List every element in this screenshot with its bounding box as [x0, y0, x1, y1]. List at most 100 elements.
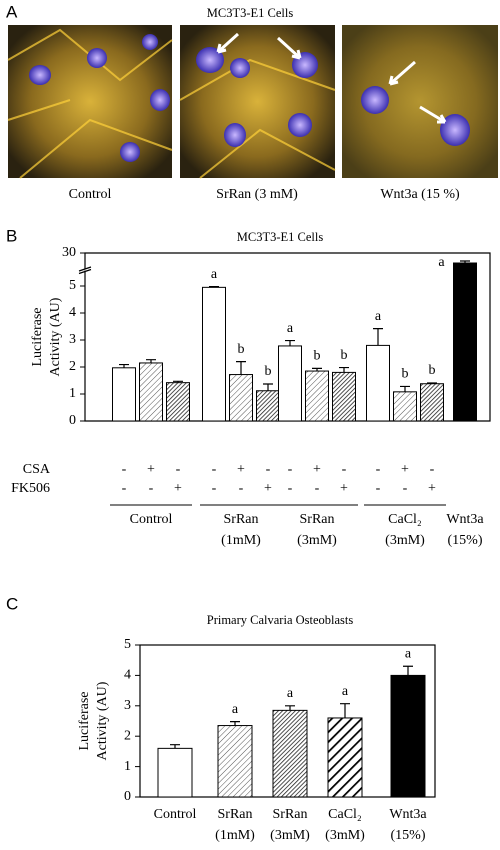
significance-label: b: [429, 363, 436, 378]
error-bar: [173, 380, 183, 383]
x-tick-label: (3mM): [325, 828, 365, 843]
micrograph: [342, 25, 498, 178]
x-tick-label: CaCl₂: [328, 807, 362, 822]
significance-label: a: [342, 684, 349, 699]
treatment-sign: +: [340, 481, 348, 496]
x-tick-label: (3mM): [297, 533, 337, 548]
significance-label: b: [265, 364, 272, 379]
x-tick-label: (15%): [391, 828, 426, 843]
significance-label: a: [211, 267, 218, 282]
x-tick-label: (3mM): [385, 533, 425, 548]
treatment-sign: +: [264, 481, 272, 496]
axis-frame: [84, 252, 491, 422]
significance-label: b: [341, 348, 348, 363]
error-bar: [285, 339, 295, 346]
significance-label: b: [238, 342, 245, 357]
bar: [166, 382, 190, 422]
micrograph: [179, 25, 336, 179]
y-tick-label: 3: [124, 698, 131, 713]
bar: [393, 391, 417, 422]
treatment-sign: -: [430, 462, 435, 477]
treatment-sign: -: [122, 462, 127, 477]
y-axis-label: Activity (AU): [48, 297, 63, 376]
significance-label: a: [405, 646, 412, 661]
x-tick-label: (15%): [448, 533, 483, 548]
bar: [305, 370, 329, 422]
treatment-sign: -: [212, 462, 217, 477]
significance-label: b: [314, 349, 321, 364]
error-bar: [285, 705, 295, 711]
significance-label: b: [402, 367, 409, 382]
treatment-sign: +: [174, 481, 182, 496]
x-tick-label: Control: [154, 807, 197, 822]
treatment-sign: -: [122, 481, 127, 496]
treatment-sign: -: [288, 481, 293, 496]
error-bar: [119, 363, 129, 368]
y-axis-label: Luciferase: [77, 691, 92, 750]
error-bar: [312, 367, 322, 372]
micrograph: [7, 25, 173, 179]
treatment-sign: -: [288, 462, 293, 477]
treatment-sign: +: [313, 462, 321, 477]
y-tick-label: 0: [69, 413, 76, 428]
x-tick-label: SrRan: [273, 807, 308, 822]
treatment-sign: -: [149, 481, 154, 496]
bar: [390, 674, 426, 798]
error-bar: [373, 328, 383, 346]
error-bar: [400, 385, 410, 392]
x-tick-label: (1mM): [215, 828, 255, 843]
treatment-sign: -: [403, 481, 408, 496]
error-bar: [230, 721, 240, 726]
bar: [278, 345, 302, 422]
significance-label: a: [438, 255, 445, 270]
image-caption: SrRan (3 mM): [216, 187, 298, 202]
y-tick-label: 1: [69, 386, 76, 401]
significance-label: a: [287, 686, 294, 701]
image-caption: Control: [69, 187, 112, 202]
error-bar: [209, 285, 219, 288]
treatment-sign: -: [342, 462, 347, 477]
x-tick-label: SrRan: [218, 807, 253, 822]
error-bar: [146, 359, 156, 363]
treatment-sign: +: [147, 462, 155, 477]
treatment-sign: -: [239, 481, 244, 496]
bar: [453, 262, 477, 422]
y-axis-label: Activity (AU): [95, 681, 110, 760]
bar: [332, 371, 356, 422]
panel-title: MC3T3-E1 Cells: [207, 6, 294, 20]
chart-title: Primary Calvaria Osteoblasts: [207, 613, 354, 627]
significance-label: a: [232, 702, 239, 717]
panel-a: A MC3T3-E1 Cells: [6, 2, 498, 179]
x-tick-label: Control: [130, 512, 173, 527]
bar: [112, 367, 136, 422]
error-bar: [460, 260, 470, 263]
y-tick-label: 2: [124, 728, 131, 743]
y-tick-label: 5: [124, 637, 131, 652]
error-bar: [170, 744, 180, 749]
treatment-sign: -: [376, 481, 381, 496]
error-bar: [403, 665, 413, 676]
treatment-sign: +: [401, 462, 409, 477]
treatment-sign: -: [315, 481, 320, 496]
bar: [217, 725, 253, 798]
treatment-sign: +: [237, 462, 245, 477]
x-tick-label: Wnt3a: [446, 512, 484, 527]
error-bar: [340, 703, 350, 718]
error-bar: [236, 361, 246, 375]
treatment-label: CSA: [23, 462, 51, 477]
bar: [256, 390, 280, 422]
y-tick-label: 3: [69, 332, 76, 347]
panel-letter: A: [6, 2, 18, 21]
treatment-sign: -: [266, 462, 271, 477]
y-tick-label: 1: [124, 759, 131, 774]
y-tick-label: 5: [69, 278, 76, 293]
bar: [366, 344, 390, 422]
y-axis-label: Luciferase: [30, 307, 45, 366]
panel-letter: B: [6, 226, 17, 245]
x-tick-label: Wnt3a: [389, 807, 427, 822]
bar: [139, 362, 163, 422]
y-tick-label: 4: [69, 305, 76, 320]
x-tick-label: (1mM): [221, 533, 261, 548]
bar: [420, 383, 444, 422]
